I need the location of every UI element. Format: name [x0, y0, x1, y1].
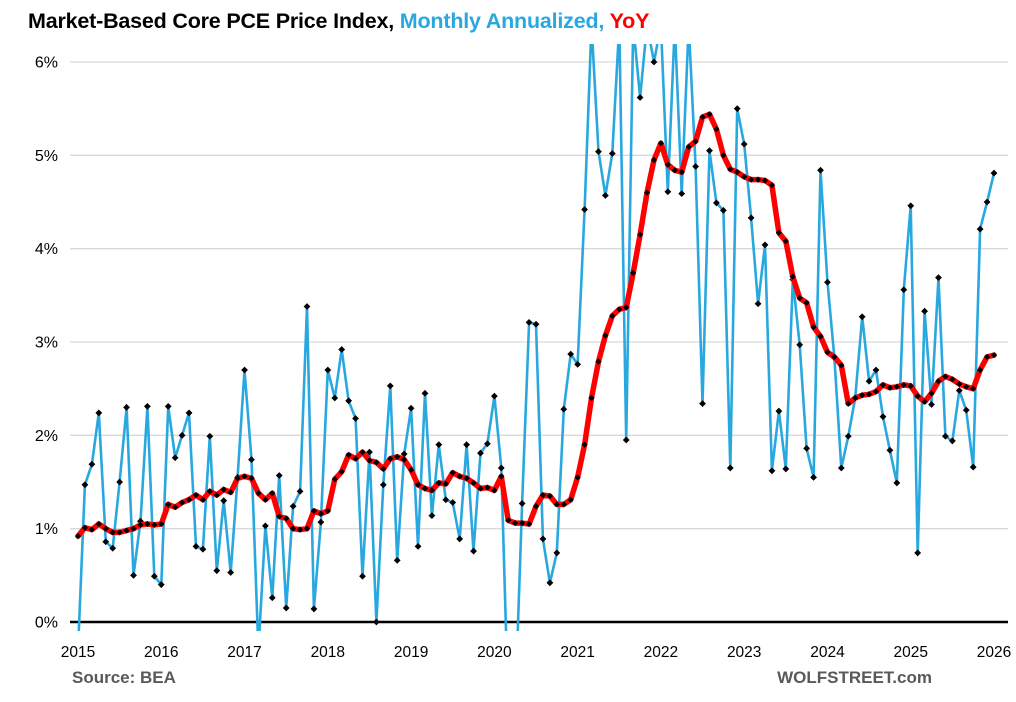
source-attribution: Source: BEA	[72, 668, 176, 687]
svg-text:2017: 2017	[227, 644, 261, 661]
svg-text:0%: 0%	[35, 615, 58, 632]
chart-title-legend-yoy: YoY	[609, 9, 650, 33]
series-yoy	[74, 111, 998, 540]
svg-text:2026: 2026	[977, 644, 1011, 661]
series-yoy-markers	[74, 111, 998, 540]
site-watermark: WOLFSTREET.com	[777, 668, 932, 687]
chart-title: Market-Based Core PCE Price Index, Month…	[28, 9, 649, 34]
svg-text:1%: 1%	[35, 521, 58, 538]
series-plot-area	[74, 44, 998, 631]
svg-text:2016: 2016	[144, 644, 178, 661]
svg-text:2025: 2025	[893, 644, 927, 661]
y-axis-labels: 0% 1% 2% 3% 4% 5% 6%	[35, 55, 58, 632]
svg-text:2018: 2018	[311, 644, 345, 661]
chart-title-main: Market-Based Core PCE Price Index,	[28, 9, 400, 33]
svg-text:4%: 4%	[35, 241, 58, 258]
svg-text:2019: 2019	[394, 644, 428, 661]
series-monthly-annualized	[77, 44, 998, 631]
svg-text:2023: 2023	[727, 644, 761, 661]
svg-text:2020: 2020	[477, 644, 512, 661]
svg-text:2%: 2%	[35, 428, 58, 445]
svg-text:2022: 2022	[644, 644, 678, 661]
svg-text:6%: 6%	[35, 55, 58, 72]
svg-text:3%: 3%	[35, 335, 58, 352]
svg-text:5%: 5%	[35, 148, 58, 165]
svg-text:2021: 2021	[560, 644, 594, 661]
svg-text:2015: 2015	[61, 644, 95, 661]
chart-title-legend-monthly: Monthly Annualized,	[399, 9, 610, 33]
svg-text:2024: 2024	[810, 644, 845, 661]
x-axis-labels: 2015 2016 2017 2018 2019 2020 2021 2022 2023 2024…	[61, 644, 1011, 661]
